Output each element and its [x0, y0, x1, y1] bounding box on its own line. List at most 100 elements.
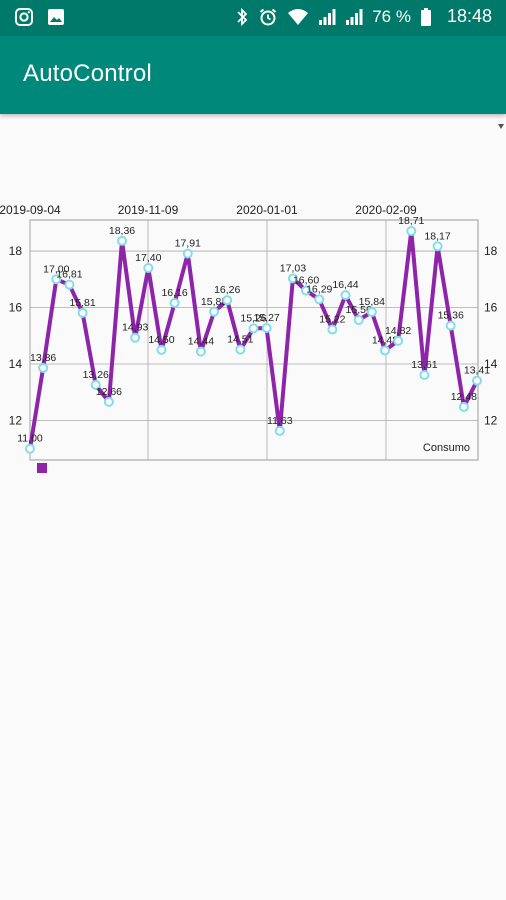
data-point [366, 307, 377, 318]
x-tick-label: 2020-01-01 [236, 203, 298, 217]
data-point [169, 298, 180, 309]
data-label: 16,81 [56, 269, 82, 281]
data-label: 15,84 [359, 296, 385, 308]
y-tick-label-left: 16 [9, 301, 23, 315]
data-point [156, 344, 167, 355]
data-point [406, 226, 417, 237]
data-label: 13,86 [30, 352, 56, 364]
y-tick-label-left: 14 [9, 357, 23, 371]
grid-lines [29, 220, 478, 460]
data-label: 16,16 [161, 287, 187, 299]
data-label: 16,60 [293, 275, 319, 287]
data-label: 11,00 [17, 433, 43, 445]
x-tick-label: 2019-09-04 [0, 203, 61, 217]
data-label: 17,00 [43, 263, 69, 275]
data-point [90, 379, 101, 390]
wifi-icon [288, 8, 309, 25]
data-label: 18,36 [109, 225, 135, 237]
overflow-caret-icon[interactable] [498, 124, 504, 129]
data-label: 17,03 [280, 262, 306, 274]
series-name-label: Consumo [423, 442, 470, 454]
data-point [103, 396, 114, 407]
gallery-icon [48, 9, 64, 25]
data-point [77, 307, 88, 318]
y-tick-label-left: 18 [9, 244, 23, 258]
data-point [353, 314, 364, 325]
data-label: 14,50 [148, 334, 174, 346]
data-point [432, 241, 443, 252]
data-point [235, 344, 246, 355]
data-label: 16,26 [214, 284, 240, 296]
legend-marker [37, 463, 47, 473]
data-point [340, 290, 351, 301]
data-label: 15,81 [69, 297, 95, 309]
data-label: 15,27 [254, 312, 280, 324]
data-point [301, 285, 312, 296]
consumption-line-chart: 12 12 14 14 16 16 18 18 2019-09-04 2019-11-09 2020… [0, 203, 498, 473]
status-time: 18:48 [446, 6, 492, 26]
x-tick-label: 2020-02-09 [355, 203, 417, 217]
data-label: 15,26 [240, 312, 266, 324]
data-label: 17,91 [175, 238, 201, 250]
status-left-icons [14, 7, 66, 27]
y-tick-label-right: 12 [484, 413, 498, 427]
data-label: 12,48 [451, 391, 477, 403]
data-point [64, 279, 75, 290]
data-point [130, 332, 141, 343]
y-tick-label-right: 16 [484, 301, 498, 315]
data-label: 11,63 [267, 415, 293, 427]
data-point [209, 306, 220, 317]
y-tick-label-right: 14 [484, 357, 498, 371]
data-label: 14,48 [372, 334, 398, 346]
data-point [261, 323, 272, 334]
plot-area [29, 219, 479, 461]
series-line [28, 229, 479, 450]
data-point [419, 370, 430, 381]
data-label: 18,71 [398, 215, 424, 227]
data-label: 13,41 [464, 365, 490, 377]
data-label: 17,40 [135, 252, 161, 264]
data-point [117, 235, 128, 246]
data-point [274, 425, 285, 436]
data-point [51, 274, 62, 285]
alarm-icon [260, 8, 277, 25]
data-point [195, 346, 206, 357]
data-point [445, 320, 456, 331]
data-point [182, 248, 193, 259]
signal-icon [346, 8, 363, 25]
axis-ticks: 12 12 14 14 16 16 18 18 2019-09-04 2019-11-09 2020… [0, 203, 498, 427]
data-point [287, 273, 298, 284]
data-point [143, 263, 154, 273]
data-point [314, 294, 325, 305]
data-point [458, 401, 469, 412]
data-label: 13,26 [83, 369, 109, 381]
data-label: 13,61 [411, 359, 437, 371]
data-label: 14,82 [385, 325, 411, 337]
instagram-icon [15, 8, 33, 26]
app-bar: AutoControl [0, 36, 506, 114]
battery-icon [420, 7, 431, 26]
signal-icon [319, 8, 336, 25]
data-label: 16,29 [306, 283, 332, 295]
y-tick-label-right: 18 [484, 244, 498, 258]
battery-percent: 76 % [372, 6, 411, 26]
status-bar: 76 % 18:48 [0, 0, 506, 36]
data-label: 18,17 [424, 230, 450, 242]
data-label: 15,22 [319, 314, 345, 326]
status-right-icons: 76 % 18:48 [235, 6, 492, 27]
data-point [38, 362, 49, 373]
data-point [472, 375, 482, 386]
data-point [379, 345, 390, 356]
data-label: 15,36 [438, 310, 464, 322]
data-label: 14,93 [122, 322, 148, 334]
data-label: 14,51 [227, 334, 253, 346]
data-point [327, 324, 338, 335]
y-tick-label-left: 12 [9, 413, 23, 427]
bluetooth-icon [237, 7, 248, 26]
data-label: 15,56 [346, 304, 372, 316]
data-label: 15,85 [201, 296, 227, 308]
data-label: 14,44 [188, 336, 214, 348]
data-label: 12,66 [96, 386, 122, 398]
app-title: AutoControl [23, 60, 152, 87]
data-point [393, 335, 404, 346]
